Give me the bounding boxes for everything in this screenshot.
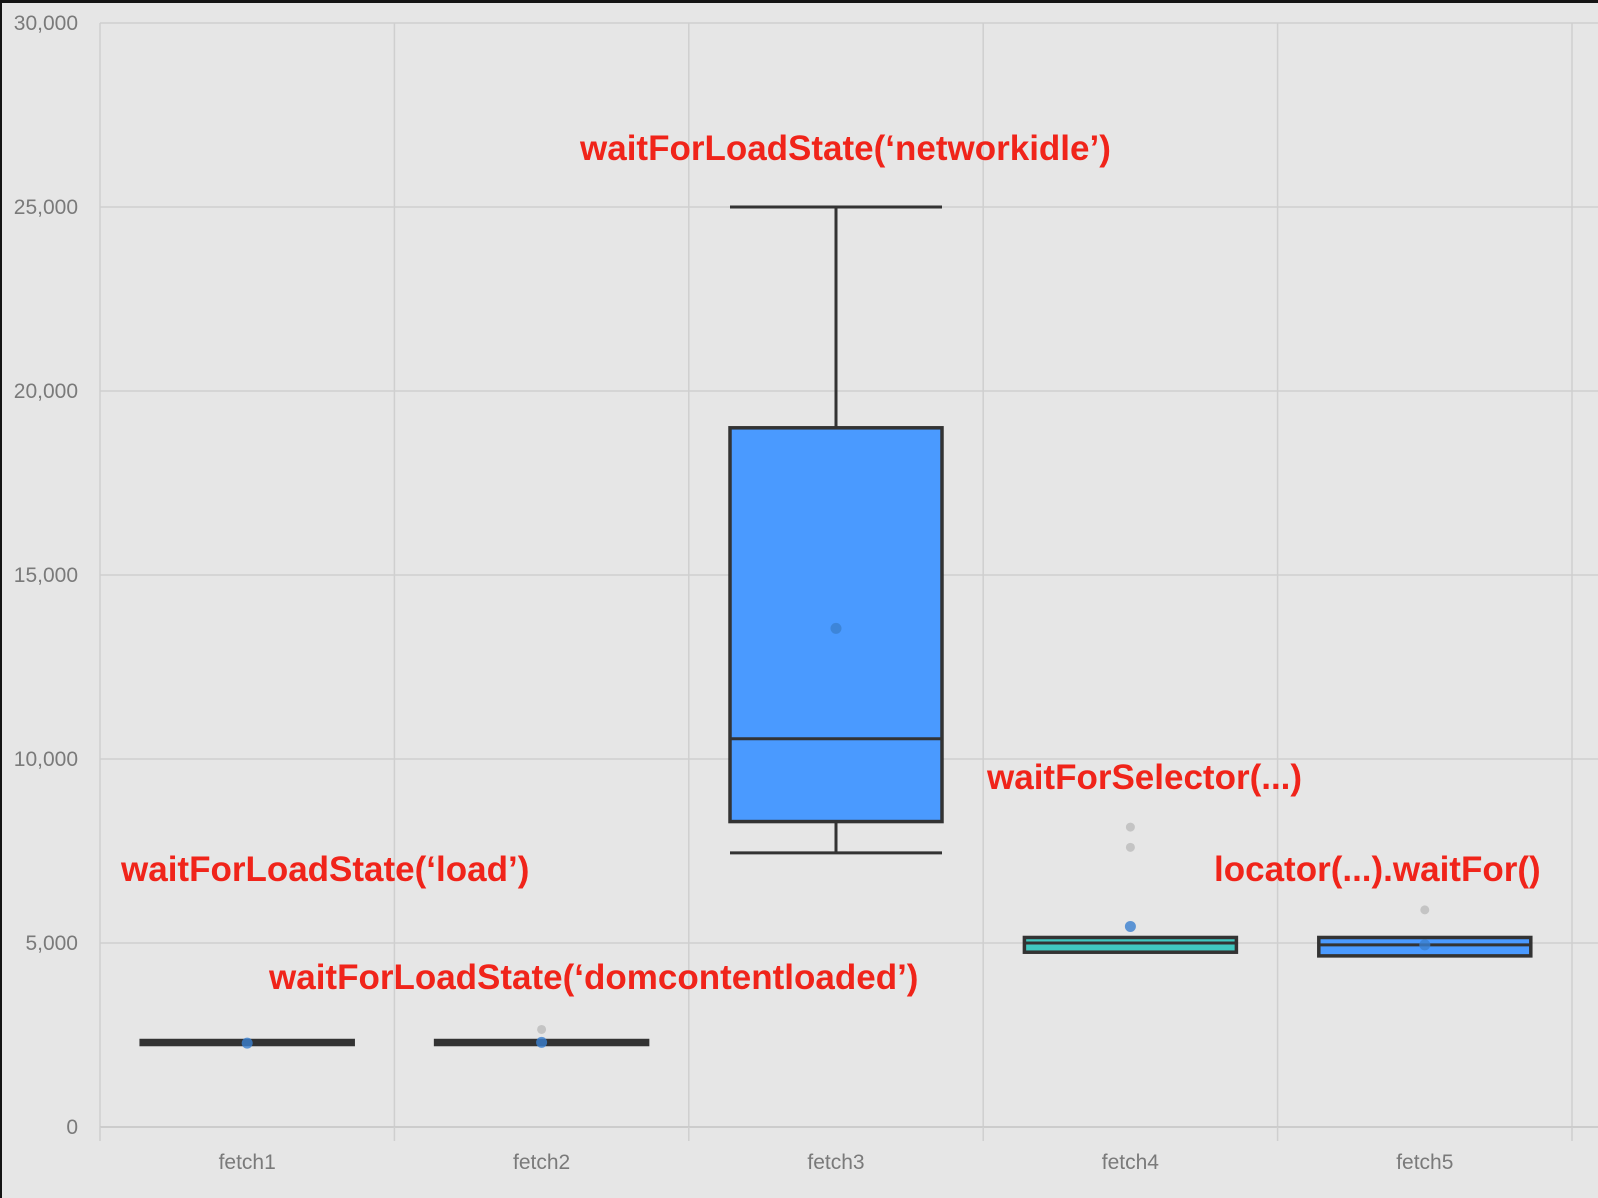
y-tick-label: 0 [66,1116,78,1139]
x-tick-label-fetch5: fetch5 [1396,1151,1453,1174]
x-axis: fetch1 fetch2 fetch3 fetch4 fetch5 [99,1127,1573,1174]
y-tick-label: 25,000 [14,196,78,219]
x-tick-label-fetch3: fetch3 [807,1151,864,1174]
box-fetch1 [139,1037,355,1049]
y-tick-label: 5,000 [25,932,78,955]
mean-point [1124,920,1136,932]
annotation-wait-for-selector: waitForSelector(...) [986,758,1302,797]
y-tick-label: 30,000 [14,12,78,35]
outlier-point [1125,822,1135,832]
outlier-point [1125,842,1135,852]
mean-point [241,1037,253,1049]
annotations-layer: waitForLoadState(‘networkidle’) waitForS… [120,129,1541,997]
annotation-networkidle: waitForLoadState(‘networkidle’) [579,129,1111,168]
outlier-point [537,1024,547,1034]
box-plot-chart: 0 5,000 10,000 15,000 20,000 25,000 30,000 fet… [14,12,1598,1174]
x-tick-label-fetch4: fetch4 [1102,1151,1160,1174]
outlier-point [1420,905,1430,915]
annotation-domcontentloaded: waitForLoadState(‘domcontentloaded’) [268,958,918,997]
annotation-load: waitForLoadState(‘load’) [120,850,529,889]
box-fetch2 [433,1024,650,1048]
iqr-box [1022,935,1239,954]
box-fetch5 [1317,905,1533,958]
annotation-locator-wait-for: locator(...).waitFor() [1214,850,1541,889]
y-tick-label: 20,000 [14,380,78,403]
x-tick-label-fetch2: fetch2 [513,1151,570,1174]
box-fetch3 [728,205,944,855]
y-axis: 0 5,000 10,000 15,000 20,000 25,000 30,000 [14,12,78,1139]
mean-point [830,622,842,634]
x-tick-label-fetch1: fetch1 [219,1151,276,1174]
box-fetch4 [1022,822,1239,954]
mean-point [536,1036,548,1048]
boxes-layer [139,205,1533,1049]
y-tick-label: 15,000 [14,564,78,587]
mean-point [1419,939,1431,951]
y-tick-label: 10,000 [14,748,78,771]
